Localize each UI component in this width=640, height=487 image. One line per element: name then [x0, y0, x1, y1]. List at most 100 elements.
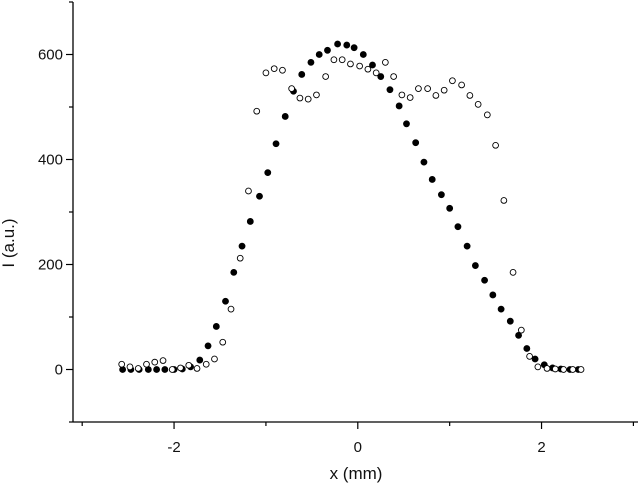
filled-data-point [222, 297, 229, 305]
open-data-point [322, 73, 329, 80]
open-data-point [313, 91, 320, 99]
filled-data-point [350, 44, 358, 52]
y-tick-label: 200 [38, 257, 63, 274]
open-data-point [168, 366, 176, 373]
open-data-point [449, 77, 456, 85]
filled-data-point [428, 176, 436, 183]
open-data-point [126, 363, 134, 371]
open-data-point [143, 360, 150, 368]
filled-data-point [264, 169, 272, 177]
open-data-point [253, 107, 261, 115]
open-data-point [543, 365, 551, 372]
open-data-point [560, 366, 567, 373]
y-tick-label: 600 [38, 47, 63, 64]
open-data-point [483, 111, 491, 119]
filled-data-point [359, 51, 367, 58]
filled-data-point [386, 86, 394, 94]
open-data-point [440, 86, 448, 94]
filled-data-point [334, 40, 341, 48]
filled-data-point [230, 268, 238, 276]
open-data-point [526, 353, 533, 360]
x-tick-label: 0 [354, 439, 362, 456]
filled-data-point [395, 102, 403, 110]
filled-data-point [454, 223, 462, 231]
open-data-point [398, 91, 406, 99]
filled-data-point [281, 113, 289, 120]
open-data-point [288, 85, 296, 92]
filled-data-point [403, 120, 410, 128]
filled-data-point [497, 305, 505, 313]
filled-data-point [515, 331, 522, 339]
open-data-point [134, 365, 142, 372]
filled-data-point [506, 317, 514, 325]
open-data-point [390, 73, 397, 80]
open-data-point [245, 187, 252, 195]
open-data-point [415, 85, 422, 92]
open-data-point [185, 361, 193, 369]
open-data-point [262, 69, 270, 77]
filled-data-point [153, 366, 161, 373]
open-data-point [364, 65, 372, 73]
open-data-point [424, 85, 431, 92]
x-tick-label: 2 [537, 439, 545, 456]
filled-data-point [343, 41, 351, 49]
filled-data-point [204, 342, 212, 350]
open-data-point [474, 101, 482, 108]
filled-data-point [420, 158, 428, 166]
y-ticks: 0 200 400 600 [38, 1, 73, 423]
y-tick-label: 0 [55, 362, 63, 379]
data-points [118, 40, 585, 373]
open-data-point [159, 357, 167, 364]
x-ticks: -2 0 2 [81, 422, 635, 456]
open-data-point [193, 365, 201, 372]
open-data-point [509, 269, 517, 276]
y-axis-title: I (a.u.) [0, 218, 18, 267]
open-data-point [279, 66, 286, 74]
open-data-point [151, 358, 159, 366]
open-data-point [296, 94, 304, 102]
open-data-point [577, 366, 585, 373]
open-data-point [406, 94, 414, 101]
filled-data-point [369, 61, 376, 69]
open-data-point [211, 355, 218, 363]
open-data-point [517, 326, 525, 334]
x-axis-title: x (mm) [330, 464, 383, 483]
filled-data-point [161, 366, 169, 373]
filled-data-point [256, 192, 263, 200]
y-tick-label: 400 [38, 152, 63, 169]
open-data-point [551, 365, 559, 373]
filled-data-point [212, 323, 220, 330]
open-data-point [219, 338, 227, 346]
open-data-point [227, 305, 235, 313]
filled-data-point [246, 218, 254, 225]
filled-data-point [446, 204, 454, 212]
filled-data-point [324, 46, 331, 54]
axes [72, 2, 638, 423]
open-data-point [458, 81, 465, 89]
open-data-point [330, 56, 338, 64]
open-data-point [492, 141, 499, 149]
filled-data-point [272, 140, 280, 148]
filled-data-point [412, 139, 420, 147]
open-data-point [202, 360, 210, 368]
open-data-point [356, 62, 363, 70]
filled-data-point [489, 291, 497, 299]
filled-data-point [531, 355, 539, 363]
filled-data-point [437, 191, 445, 199]
open-data-point [466, 92, 474, 99]
open-data-point [177, 364, 184, 372]
open-data-point [382, 59, 389, 66]
filled-data-point [298, 71, 306, 78]
filled-data-point [315, 51, 323, 58]
filled-data-point [471, 262, 479, 269]
open-data-point [338, 56, 346, 64]
open-data-point [270, 65, 278, 73]
open-data-point [534, 363, 542, 371]
open-data-point [236, 254, 244, 262]
filled-data-point [481, 276, 488, 284]
open-data-point [432, 92, 440, 99]
filled-data-point [238, 242, 246, 250]
filled-data-point [523, 345, 531, 352]
filled-data-point [307, 58, 315, 66]
